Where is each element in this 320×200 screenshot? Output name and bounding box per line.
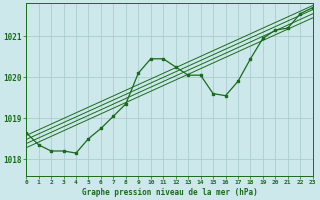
X-axis label: Graphe pression niveau de la mer (hPa): Graphe pression niveau de la mer (hPa)	[82, 188, 257, 197]
